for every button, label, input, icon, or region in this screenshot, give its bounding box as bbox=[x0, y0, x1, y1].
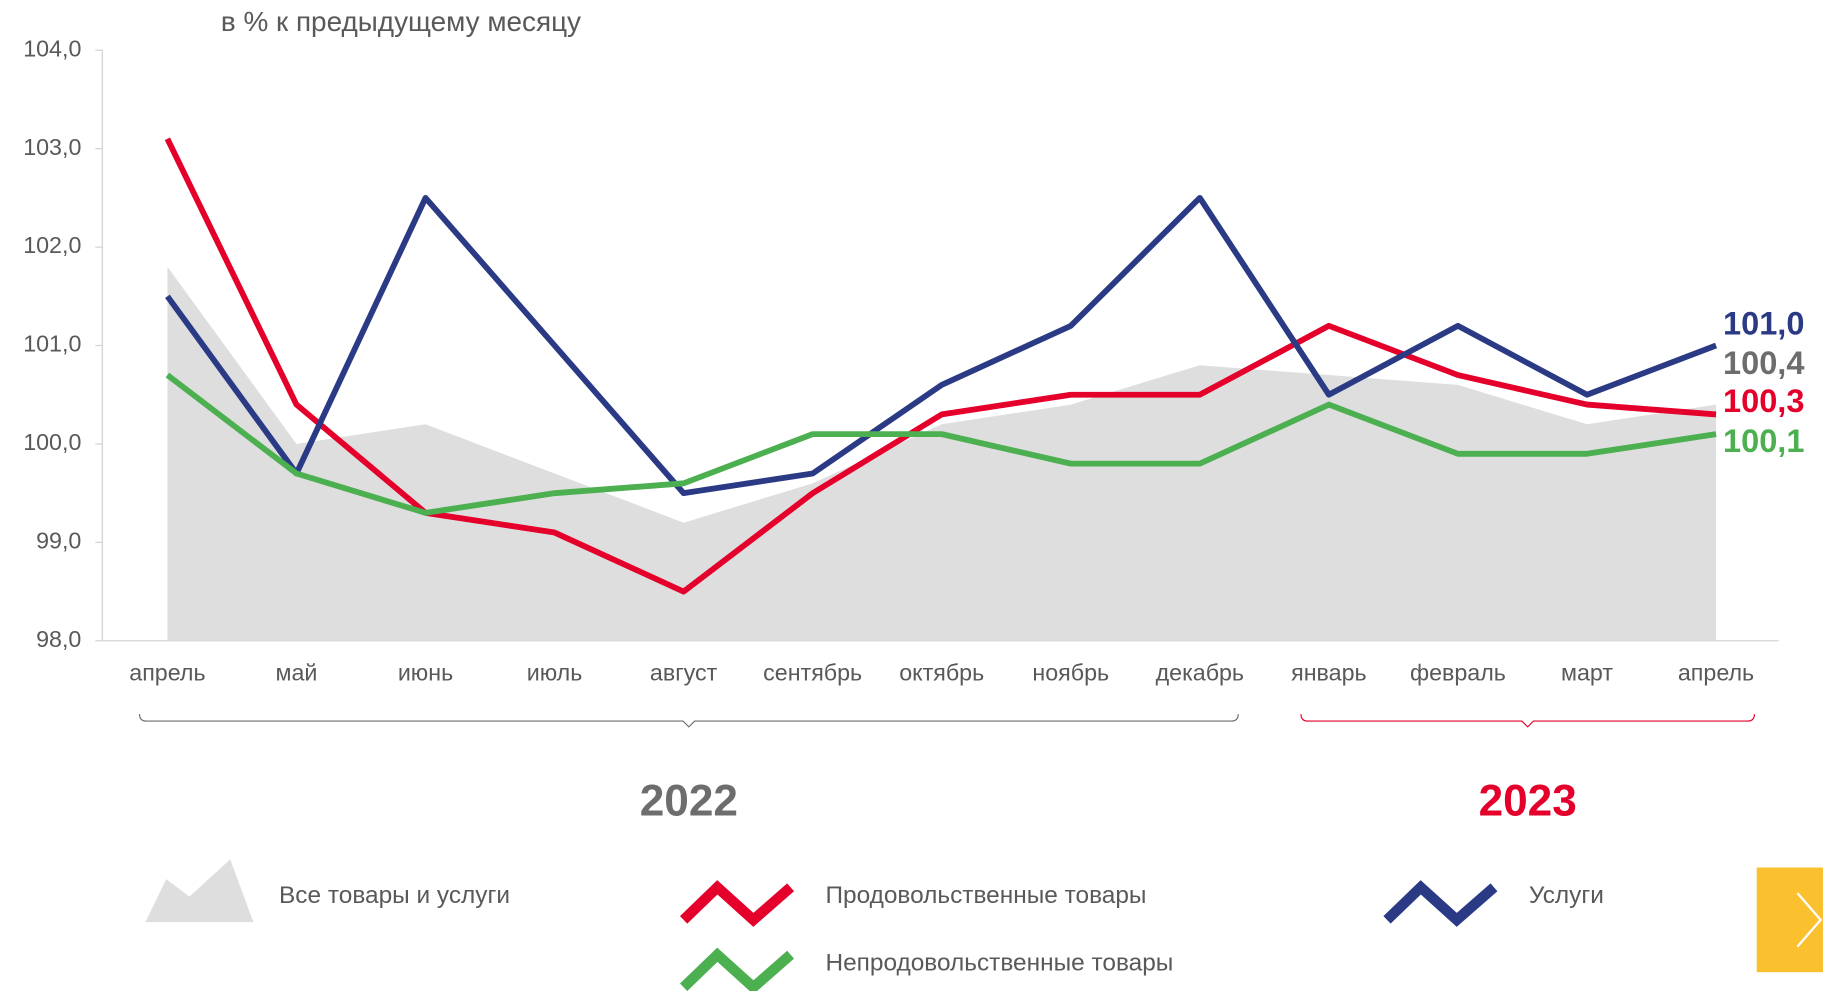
x-tick-label: июнь bbox=[398, 660, 453, 686]
x-tick-label: март bbox=[1561, 660, 1613, 686]
year-bracket bbox=[138, 714, 1239, 728]
legend-item: Все товары и услуги bbox=[145, 859, 510, 923]
x-tick-label: сентябрь bbox=[763, 660, 862, 686]
year-label: 2022 bbox=[640, 776, 738, 825]
legend-swatch bbox=[1383, 880, 1498, 927]
year-label: 2023 bbox=[1479, 776, 1577, 825]
legend-item: Непродовольственные товары bbox=[679, 947, 1173, 991]
y-tick-label: 100,0 bbox=[23, 429, 81, 455]
x-tick-label: июль bbox=[527, 660, 583, 686]
x-tick-label: февраль bbox=[1410, 660, 1506, 686]
next-button[interactable] bbox=[1756, 867, 1823, 973]
x-tick-label: апрель bbox=[1678, 660, 1754, 686]
line bbox=[165, 372, 1717, 516]
x-tick-label: декабрь bbox=[1156, 660, 1244, 686]
x-tick-label: апрель bbox=[129, 660, 205, 686]
next-arrow[interactable] bbox=[1796, 892, 1823, 948]
next-button-bg[interactable] bbox=[1756, 867, 1823, 973]
value-label: 100,4 bbox=[1723, 345, 1804, 381]
legend-item: Продовольственные товары bbox=[679, 880, 1146, 927]
x-tick-label: август bbox=[650, 660, 718, 686]
chart-subtitle: в % к предыдущему месяцу bbox=[221, 6, 581, 37]
y-tick-label: 104,0 bbox=[23, 35, 81, 61]
legend-swatch bbox=[145, 859, 254, 923]
value-label: 101,0 bbox=[1723, 305, 1804, 341]
value-label: 100,1 bbox=[1723, 423, 1804, 459]
y-tick-label: 101,0 bbox=[23, 331, 81, 357]
line bbox=[165, 194, 1718, 497]
legend-label: Все товары и услуги bbox=[279, 882, 510, 909]
area bbox=[167, 266, 1717, 641]
legend-item: Услуги bbox=[1383, 880, 1604, 927]
value-label: 100,3 bbox=[1723, 383, 1804, 419]
y-tick-label: 99,0 bbox=[36, 528, 81, 554]
legend-label: Продовольственные товары bbox=[825, 882, 1146, 909]
x-tick-label: январь bbox=[1291, 660, 1367, 686]
legend-swatch bbox=[679, 880, 795, 927]
x-tick-label: ноябрь bbox=[1032, 660, 1109, 686]
y-tick-label: 98,0 bbox=[36, 626, 81, 652]
legend-label: Непродовольственные товары bbox=[825, 949, 1173, 976]
x-tick-label: май bbox=[276, 660, 318, 686]
legend-swatch bbox=[679, 947, 795, 991]
legend-label: Услуги bbox=[1529, 882, 1604, 909]
y-tick-label: 103,0 bbox=[23, 134, 81, 160]
y-tick-label: 102,0 bbox=[23, 232, 81, 258]
year-bracket bbox=[1300, 714, 1755, 728]
x-tick-label: октябрь bbox=[899, 660, 984, 686]
